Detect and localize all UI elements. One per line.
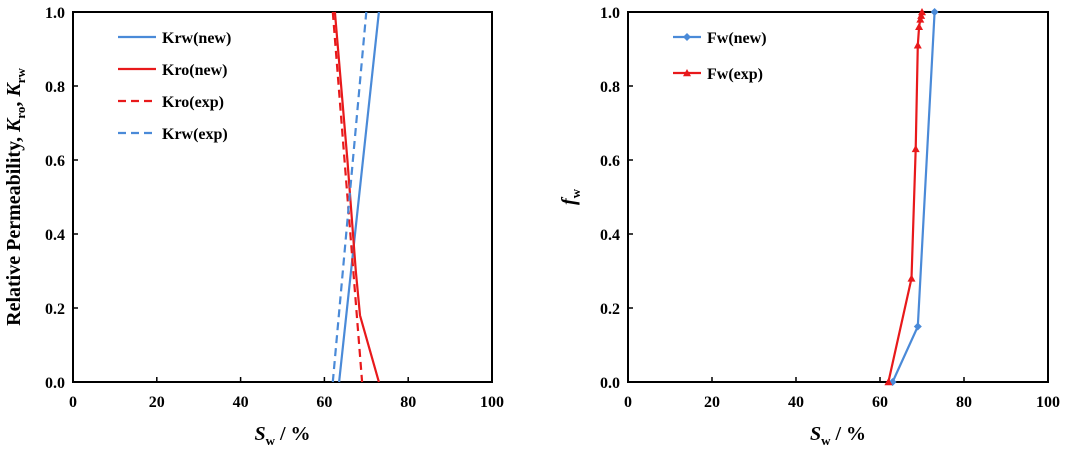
series-line: [331, 11, 368, 383]
y-tick-label: 0.8: [45, 79, 65, 96]
plot-frame: [72, 11, 493, 383]
y-tick-label: 1.0: [600, 5, 620, 22]
data-point: [930, 8, 939, 16]
x-tick-label: 80: [956, 394, 972, 411]
y-tick-label: 1.0: [45, 5, 65, 22]
y-tick-label: 0.2: [600, 301, 620, 318]
x-tick-label: 40: [788, 394, 804, 411]
y-tick-label: 0.4: [45, 227, 65, 244]
chart-panel-1: 0 20 40 60 80 100 0.0 0.2 0.4 0.6 0.8 1.0 Sw / % Rela…: [3, 5, 504, 448]
y-tick-label: 0.0: [45, 375, 65, 392]
x-tick-label: 20: [149, 394, 165, 411]
legend-label: Kro(new): [162, 62, 227, 79]
x-tick-label: 40: [233, 394, 249, 411]
legend-label: Fw(new): [707, 30, 767, 47]
x-tick-label: 100: [1036, 394, 1060, 411]
x-tick-label: 20: [704, 394, 720, 411]
legend-marker: [683, 33, 691, 41]
x-tick-label: 60: [316, 394, 332, 411]
series-line: [338, 11, 380, 383]
data-point: [915, 22, 924, 30]
y-axis-title: fw: [558, 188, 583, 205]
series-Fw(new): [888, 8, 939, 386]
x-tick-label: 80: [400, 394, 416, 411]
y-tick-label: 0.6: [600, 153, 620, 170]
data-point: [916, 15, 925, 23]
data-point: [907, 274, 916, 282]
legend-label: Krw(exp): [162, 126, 228, 143]
y-tick-label: 0.4: [600, 227, 620, 244]
x-tick-label: 60: [872, 394, 888, 411]
data-point: [913, 41, 922, 49]
legend-label: Krw(new): [162, 30, 231, 47]
data-point: [913, 322, 922, 331]
y-tick-label: 0.0: [600, 375, 620, 392]
legend-label: Kro(exp): [162, 94, 224, 111]
y-axis-title: Relative Permeability, Kro, Krw: [3, 68, 28, 326]
y-tick-label: 0.8: [600, 79, 620, 96]
chart-panel-2: 0 20 40 60 80 100 0.0 0.2 0.4 0.6 0.8 1.0 Sw / % fw Fw…: [558, 5, 1060, 448]
y-tick-label: 0.6: [45, 153, 65, 170]
series-Kro(new): [333, 11, 380, 383]
x-tick-label: 0: [624, 394, 632, 411]
x-tick-label: 100: [480, 394, 504, 411]
y-tick-label: 0.2: [45, 301, 65, 318]
series-Fw(exp): [884, 8, 926, 386]
data-point: [911, 144, 920, 153]
series-line: [331, 11, 364, 383]
data-point: [918, 8, 926, 16]
x-axis-title: Sw / %: [254, 423, 310, 448]
plot-frame: [627, 11, 1049, 383]
series-Krw(new): [338, 11, 380, 383]
data-point: [917, 11, 926, 19]
series-line: [333, 11, 380, 383]
legend-marker: [683, 69, 691, 77]
series-Kro(exp): [331, 11, 364, 383]
x-tick-label: 0: [69, 394, 77, 411]
series-Krw(exp): [331, 11, 368, 383]
x-axis-title: Sw / %: [810, 423, 866, 448]
legend-label: Fw(exp): [707, 66, 763, 83]
data-point: [884, 378, 893, 386]
